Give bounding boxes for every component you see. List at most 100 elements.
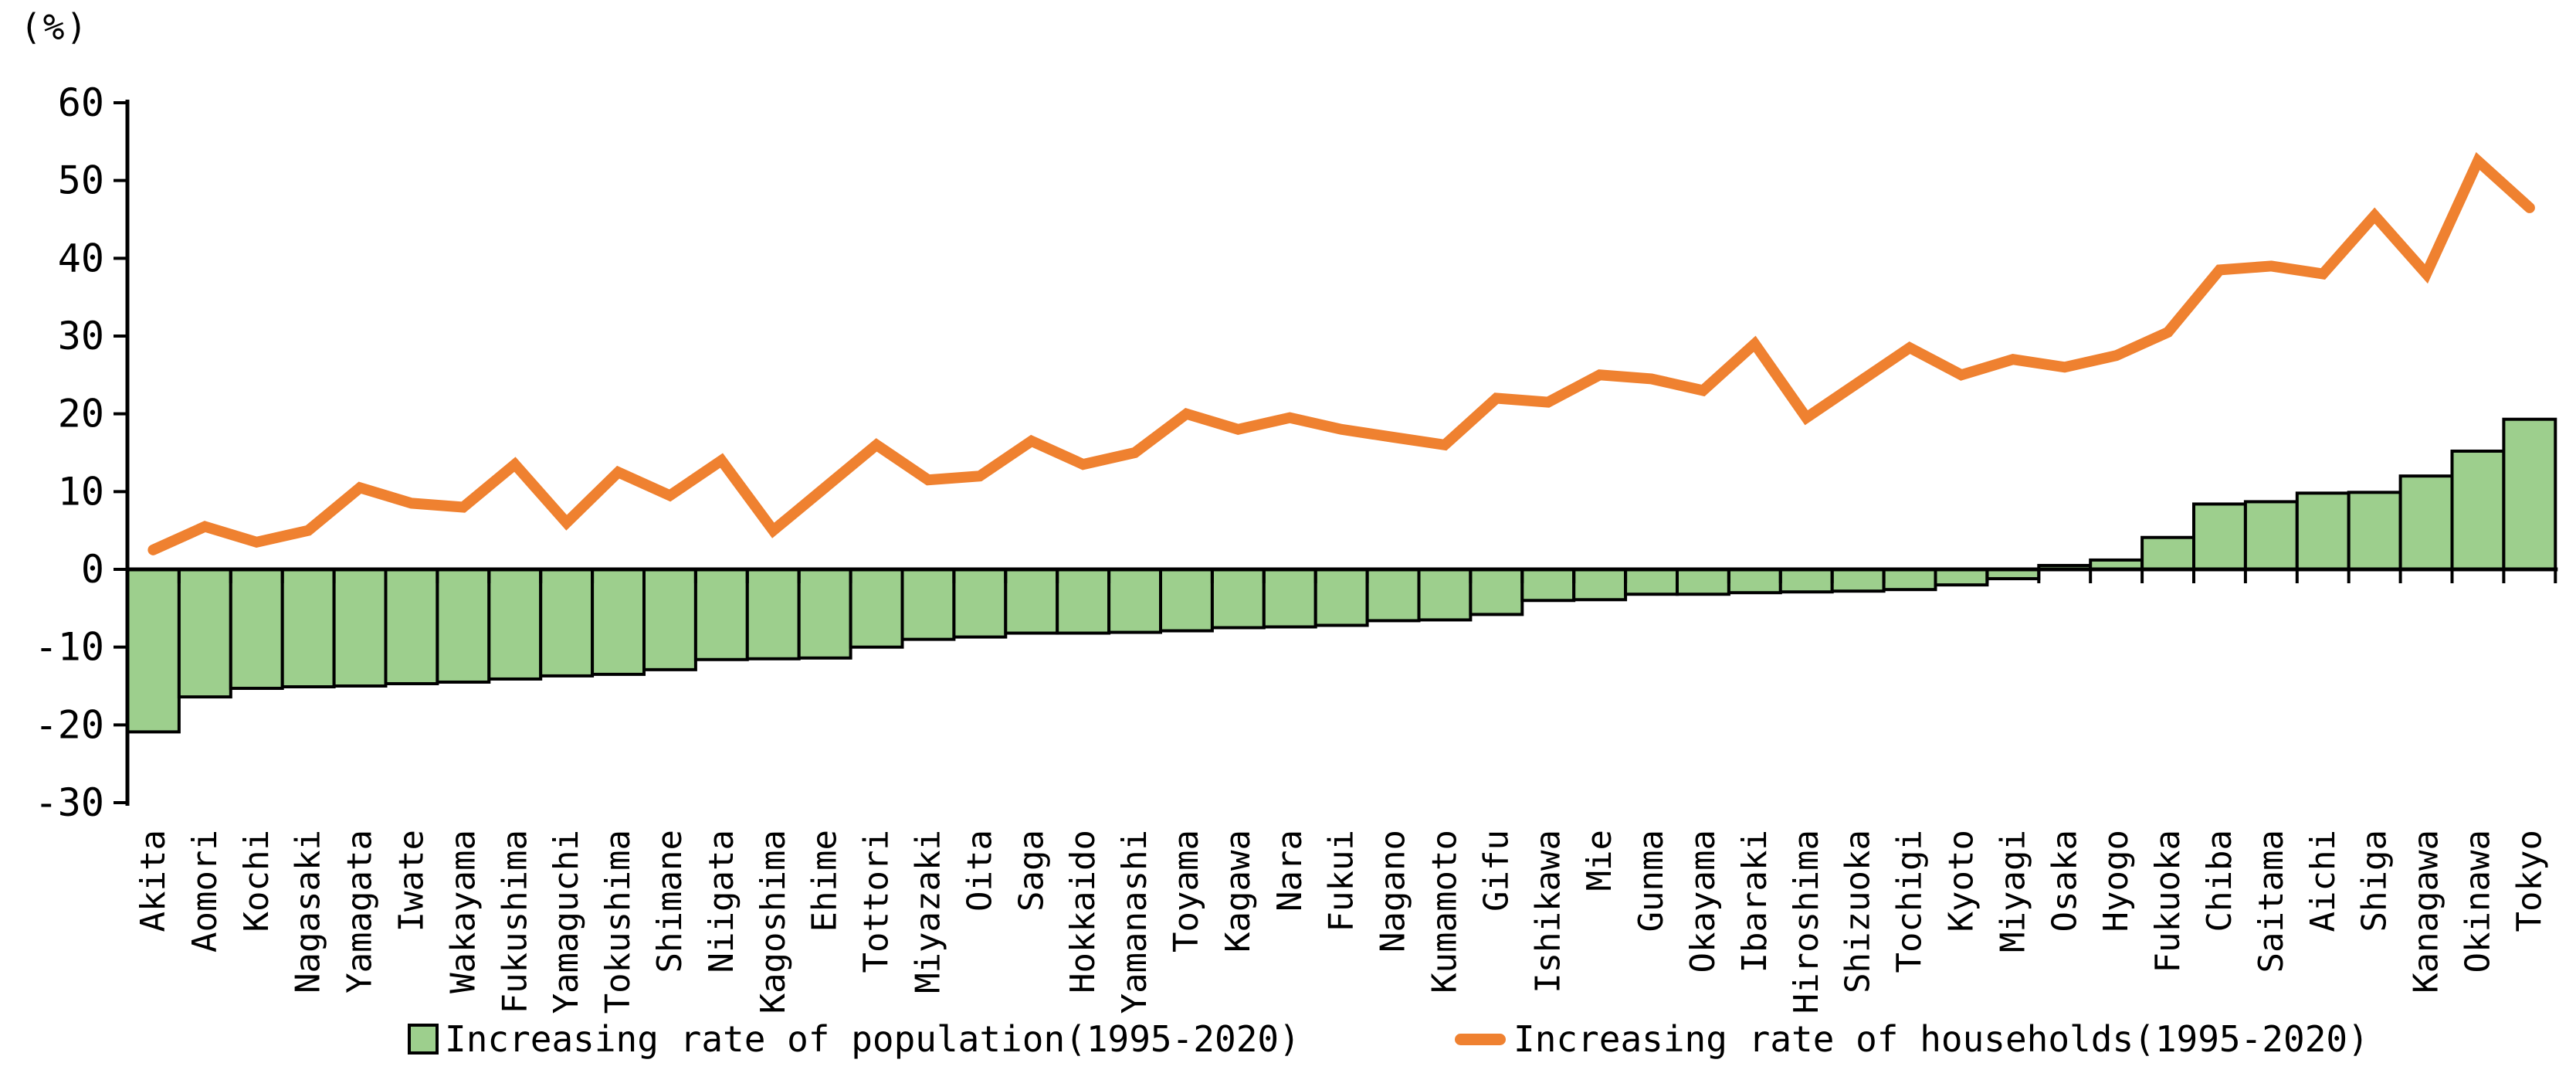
x-label-okinawa: Okinawa <box>2458 830 2497 973</box>
bar-kochi <box>229 568 284 691</box>
x-label-miyazaki: Miyazaki <box>908 830 947 993</box>
x-label-fukuoka: Fukuoka <box>2148 830 2188 973</box>
bar-yamaguchi <box>539 568 595 678</box>
x-label-ishikawa: Ishikawa <box>1528 830 1568 993</box>
x-label-tottori: Tottori <box>857 830 897 973</box>
y-axis-unit-label: (%) <box>20 6 90 48</box>
x-label-ibaraki: Ibaraki <box>1735 830 1774 973</box>
y-tick-label: -30 <box>35 780 104 825</box>
bar-hiroshima <box>1778 568 1834 594</box>
bar-mie <box>1572 568 1628 602</box>
x-label-saga: Saga <box>1012 830 1051 912</box>
bar-hokkaido <box>1056 568 1111 635</box>
bar-gunma <box>1624 568 1679 596</box>
x-label-mie: Mie <box>1580 830 1619 891</box>
bar-nara <box>1262 568 1317 629</box>
bar-ishikawa <box>1520 568 1576 603</box>
x-label-fukushima: Fukushima <box>495 830 534 1014</box>
x-label-hiroshima: Hiroshima <box>1787 830 1826 1014</box>
bar-kagawa <box>1210 568 1266 630</box>
x-label-yamanashi: Yamanashi <box>1115 830 1154 1014</box>
x-label-osaka: Osaka <box>2045 830 2084 932</box>
x-label-akita: Akita <box>134 830 173 932</box>
x-label-yamagata: Yamagata <box>341 830 380 993</box>
y-tick-label: 50 <box>58 158 104 203</box>
households-line <box>147 151 2535 555</box>
bar-gifu <box>1469 568 1524 616</box>
x-label-kochi: Kochi <box>237 830 276 932</box>
x-label-shimane: Shimane <box>650 830 690 973</box>
x-label-yamaguchi: Yamaguchi <box>547 830 586 1014</box>
bar-yamanashi <box>1107 568 1162 634</box>
bar-aomori <box>177 568 232 699</box>
bar-saitama <box>2243 500 2299 572</box>
legend-item-households: Increasing rate of households(1995-2020) <box>1455 1018 2369 1060</box>
bar-fukushima <box>487 568 543 681</box>
x-label-gunma: Gunma <box>1632 830 1671 932</box>
x-label-okayama: Okayama <box>1683 830 1723 973</box>
x-label-toyama: Toyama <box>1167 830 1206 953</box>
x-label-aomori: Aomori <box>185 830 225 953</box>
x-label-tokushima: Tokushima <box>598 830 638 1014</box>
x-label-kumamoto: Kumamoto <box>1425 830 1464 993</box>
y-tick-label: 10 <box>58 469 104 514</box>
bar-fukuoka <box>2140 535 2196 571</box>
x-label-wakayama: Wakayama <box>443 830 483 993</box>
x-label-ehime: Ehime <box>805 830 845 932</box>
bar-nagano <box>1365 568 1421 623</box>
legend-swatch-population-bar <box>408 1024 439 1055</box>
legend-item-population: Increasing rate of population(1995-2020) <box>408 1018 1300 1060</box>
x-label-nagano: Nagano <box>1374 830 1413 953</box>
y-tick-label: 40 <box>58 236 104 280</box>
bar-shizuoka <box>1830 568 1886 593</box>
legend-label-households: Increasing rate of households(1995-2020) <box>1513 1018 2369 1060</box>
bar-tochigi <box>1882 568 1937 592</box>
x-label-saitama: Saitama <box>2252 830 2291 973</box>
x-label-niigata: Niigata <box>702 830 741 973</box>
bar-okayama <box>1676 568 1730 596</box>
y-tick-label: 20 <box>58 392 104 436</box>
x-label-shiga: Shiga <box>2355 830 2395 932</box>
bar-iwate <box>384 568 439 685</box>
x-label-kagawa: Kagawa <box>1219 830 1258 953</box>
x-label-tokyo: Tokyo <box>2510 830 2549 932</box>
x-label-shizuoka: Shizuoka <box>1839 830 1878 993</box>
bar-niigata <box>693 568 749 661</box>
bar-shimane <box>642 568 697 671</box>
x-label-nara: Nara <box>1270 830 1310 912</box>
bar-oita <box>952 568 1008 639</box>
bar-chiba <box>2192 502 2247 571</box>
x-label-nagasaki: Nagasaki <box>289 830 328 993</box>
x-label-kanagawa: Kanagawa <box>2407 830 2446 993</box>
bar-shiga <box>2347 491 2402 571</box>
x-label-aichi: Aichi <box>2303 830 2343 932</box>
bar-ehime <box>797 568 852 660</box>
bar-kyoto <box>1934 568 1989 587</box>
legend-label-population: Increasing rate of population(1995-2020) <box>445 1018 1300 1060</box>
bar-aichi <box>2295 491 2351 571</box>
x-label-chiba: Chiba <box>2200 830 2239 932</box>
bar-nagasaki <box>280 568 336 689</box>
x-label-tochigi: Tochigi <box>1890 830 1930 973</box>
bar-tottori <box>849 568 904 649</box>
legend-swatch-households-line <box>1455 1033 1506 1045</box>
bar-kagoshima <box>745 568 801 661</box>
bar-tokyo <box>2502 417 2557 572</box>
bar-toyama <box>1159 568 1214 633</box>
x-label-gifu: Gifu <box>1476 830 1516 912</box>
bar-tokushima <box>591 568 646 676</box>
x-label-iwate: Iwate <box>391 830 431 932</box>
x-label-hyogo: Hyogo <box>2096 830 2136 932</box>
x-label-kyoto: Kyoto <box>1941 830 1981 932</box>
y-tick-label: -20 <box>35 702 104 747</box>
y-tick-label: 30 <box>58 314 104 358</box>
x-label-miyagi: Miyagi <box>1993 830 2032 953</box>
x-label-kagoshima: Kagoshima <box>754 830 793 1014</box>
y-tick-label: -10 <box>35 625 104 670</box>
bar-kanagawa <box>2398 474 2454 571</box>
bar-miyazaki <box>900 568 956 641</box>
bar-wakayama <box>436 568 491 684</box>
bar-yamagata <box>332 568 388 688</box>
bar-fukui <box>1313 568 1369 627</box>
